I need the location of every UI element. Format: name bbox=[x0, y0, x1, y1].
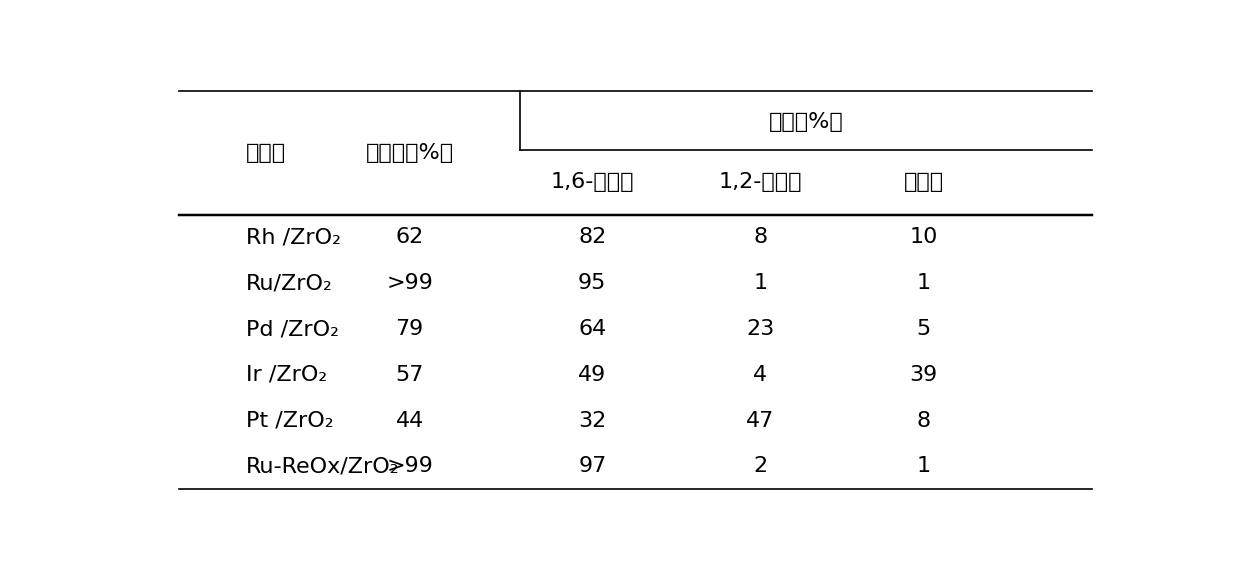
Text: Pd /ZrO₂: Pd /ZrO₂ bbox=[247, 319, 340, 339]
Text: 82: 82 bbox=[578, 228, 606, 247]
Text: Ru-ReOx/ZrO₂: Ru-ReOx/ZrO₂ bbox=[247, 456, 401, 477]
Text: 1: 1 bbox=[916, 456, 931, 477]
Text: Rh /ZrO₂: Rh /ZrO₂ bbox=[247, 228, 341, 247]
Text: 1,2-己二醇: 1,2-己二醇 bbox=[719, 172, 802, 192]
Text: 正己醇: 正己醇 bbox=[904, 172, 944, 192]
Text: 47: 47 bbox=[746, 411, 775, 430]
Text: Pt /ZrO₂: Pt /ZrO₂ bbox=[247, 411, 334, 430]
Text: 79: 79 bbox=[396, 319, 424, 339]
Text: >99: >99 bbox=[386, 273, 433, 293]
Text: 1: 1 bbox=[916, 273, 931, 293]
Text: 1,6-己二醇: 1,6-己二醇 bbox=[551, 172, 634, 192]
Text: 44: 44 bbox=[396, 411, 424, 430]
Text: 收率（%）: 收率（%） bbox=[769, 111, 843, 132]
Text: 10: 10 bbox=[910, 228, 937, 247]
Text: Ir /ZrO₂: Ir /ZrO₂ bbox=[247, 365, 327, 385]
Text: 62: 62 bbox=[396, 228, 424, 247]
Text: 32: 32 bbox=[578, 411, 606, 430]
Text: 57: 57 bbox=[396, 365, 424, 385]
Text: 1: 1 bbox=[754, 273, 768, 293]
Text: 转化率（%）: 转化率（%） bbox=[366, 143, 454, 163]
Text: 64: 64 bbox=[578, 319, 606, 339]
Text: 4: 4 bbox=[754, 365, 768, 385]
Text: 5: 5 bbox=[916, 319, 931, 339]
Text: 95: 95 bbox=[578, 273, 606, 293]
Text: Ru/ZrO₂: Ru/ZrO₂ bbox=[247, 273, 334, 293]
Text: 23: 23 bbox=[746, 319, 775, 339]
Text: 2: 2 bbox=[754, 456, 768, 477]
Text: 97: 97 bbox=[578, 456, 606, 477]
Text: 8: 8 bbox=[916, 411, 931, 430]
Text: 催化剂: 催化剂 bbox=[247, 143, 286, 163]
Text: 49: 49 bbox=[578, 365, 606, 385]
Text: 39: 39 bbox=[910, 365, 937, 385]
Text: >99: >99 bbox=[386, 456, 433, 477]
Text: 8: 8 bbox=[754, 228, 768, 247]
